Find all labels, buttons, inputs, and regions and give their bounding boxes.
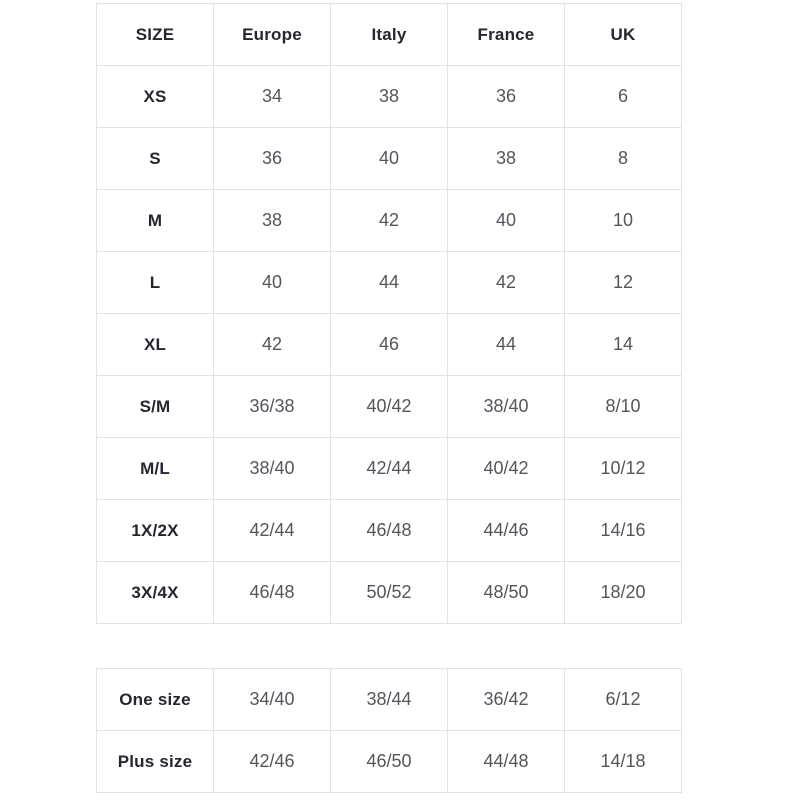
size-conversion-table: SIZE Europe Italy France UK XS 34 38 36 6 S 36… bbox=[96, 3, 682, 624]
size-value-cell: 36/38 bbox=[213, 375, 331, 438]
size-label-cell: L bbox=[96, 251, 214, 314]
size-value-cell: 34 bbox=[213, 65, 331, 128]
size-value-cell: 40/42 bbox=[447, 437, 565, 500]
size-label-cell: 3X/4X bbox=[96, 561, 214, 624]
size-value-cell: 50/52 bbox=[330, 561, 448, 624]
size-label-cell: M/L bbox=[96, 437, 214, 500]
size-value-cell: 6/12 bbox=[564, 668, 682, 731]
size-label-cell: XL bbox=[96, 313, 214, 376]
size-value-cell: 46/48 bbox=[330, 499, 448, 562]
table-row: S/M 36/38 40/42 38/40 8/10 bbox=[96, 375, 682, 438]
size-value-cell: 48/50 bbox=[447, 561, 565, 624]
size-label-cell: M bbox=[96, 189, 214, 252]
size-value-cell: 40 bbox=[213, 251, 331, 314]
size-value-cell: 38/40 bbox=[213, 437, 331, 500]
size-value-cell: 38/40 bbox=[447, 375, 565, 438]
table-row: M 38 42 40 10 bbox=[96, 189, 682, 252]
size-value-cell: 38 bbox=[447, 127, 565, 190]
size-value-cell: 46/50 bbox=[330, 730, 448, 793]
size-value-cell: 46/48 bbox=[213, 561, 331, 624]
size-value-cell: 42/46 bbox=[213, 730, 331, 793]
size-value-cell: 8/10 bbox=[564, 375, 682, 438]
table-row: XL 42 46 44 14 bbox=[96, 313, 682, 376]
size-value-cell: 44 bbox=[330, 251, 448, 314]
size-value-cell: 14/16 bbox=[564, 499, 682, 562]
size-value-cell: 8 bbox=[564, 127, 682, 190]
size-value-cell: 38 bbox=[330, 65, 448, 128]
table-row: 1X/2X 42/44 46/48 44/46 14/16 bbox=[96, 499, 682, 562]
size-value-cell: 44/48 bbox=[447, 730, 565, 793]
size-value-cell: 42 bbox=[213, 313, 331, 376]
size-value-cell: 36/42 bbox=[447, 668, 565, 731]
size-value-cell: 14/18 bbox=[564, 730, 682, 793]
size-value-cell: 44 bbox=[447, 313, 565, 376]
size-value-cell: 12 bbox=[564, 251, 682, 314]
size-label-cell: Plus size bbox=[96, 730, 214, 793]
size-value-cell: 38/44 bbox=[330, 668, 448, 731]
special-size-table: One size 34/40 38/44 36/42 6/12 Plus size 42/4… bbox=[96, 668, 682, 793]
size-table-body: XS 34 38 36 6 S 36 40 38 8 M 38 42 40 10 L 40 44 42 12 XL 42 4… bbox=[96, 65, 682, 624]
size-label-cell: S bbox=[96, 127, 214, 190]
size-table-header: SIZE Europe Italy France UK bbox=[96, 3, 682, 66]
table-row: 3X/4X 46/48 50/52 48/50 18/20 bbox=[96, 561, 682, 624]
size-value-cell: 14 bbox=[564, 313, 682, 376]
size-value-cell: 42 bbox=[330, 189, 448, 252]
size-value-cell: 34/40 bbox=[213, 668, 331, 731]
size-value-cell: 6 bbox=[564, 65, 682, 128]
size-label-cell: XS bbox=[96, 65, 214, 128]
header-cell-italy: Italy bbox=[330, 3, 448, 66]
size-label-cell: 1X/2X bbox=[96, 499, 214, 562]
size-label-cell: S/M bbox=[96, 375, 214, 438]
size-value-cell: 44/46 bbox=[447, 499, 565, 562]
size-value-cell: 36 bbox=[447, 65, 565, 128]
header-cell-uk: UK bbox=[564, 3, 682, 66]
table-row: L 40 44 42 12 bbox=[96, 251, 682, 314]
size-value-cell: 38 bbox=[213, 189, 331, 252]
size-label-cell: One size bbox=[96, 668, 214, 731]
table-row: M/L 38/40 42/44 40/42 10/12 bbox=[96, 437, 682, 500]
size-value-cell: 40 bbox=[330, 127, 448, 190]
size-value-cell: 10/12 bbox=[564, 437, 682, 500]
size-value-cell: 42/44 bbox=[330, 437, 448, 500]
size-value-cell: 36 bbox=[213, 127, 331, 190]
table-row: XS 34 38 36 6 bbox=[96, 65, 682, 128]
size-value-cell: 42 bbox=[447, 251, 565, 314]
header-row: SIZE Europe Italy France UK bbox=[96, 3, 682, 66]
table-row: S 36 40 38 8 bbox=[96, 127, 682, 190]
header-cell-france: France bbox=[447, 3, 565, 66]
size-value-cell: 46 bbox=[330, 313, 448, 376]
size-value-cell: 40/42 bbox=[330, 375, 448, 438]
table-row: Plus size 42/46 46/50 44/48 14/18 bbox=[96, 730, 682, 793]
header-cell-size: SIZE bbox=[96, 3, 214, 66]
size-value-cell: 18/20 bbox=[564, 561, 682, 624]
size-value-cell: 42/44 bbox=[213, 499, 331, 562]
header-cell-europe: Europe bbox=[213, 3, 331, 66]
table-row: One size 34/40 38/44 36/42 6/12 bbox=[96, 668, 682, 731]
size-value-cell: 40 bbox=[447, 189, 565, 252]
size-value-cell: 10 bbox=[564, 189, 682, 252]
special-size-table-body: One size 34/40 38/44 36/42 6/12 Plus size 42/4… bbox=[96, 668, 682, 793]
